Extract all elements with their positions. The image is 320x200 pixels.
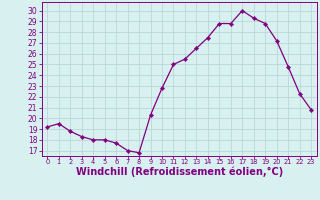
X-axis label: Windchill (Refroidissement éolien,°C): Windchill (Refroidissement éolien,°C) (76, 167, 283, 177)
